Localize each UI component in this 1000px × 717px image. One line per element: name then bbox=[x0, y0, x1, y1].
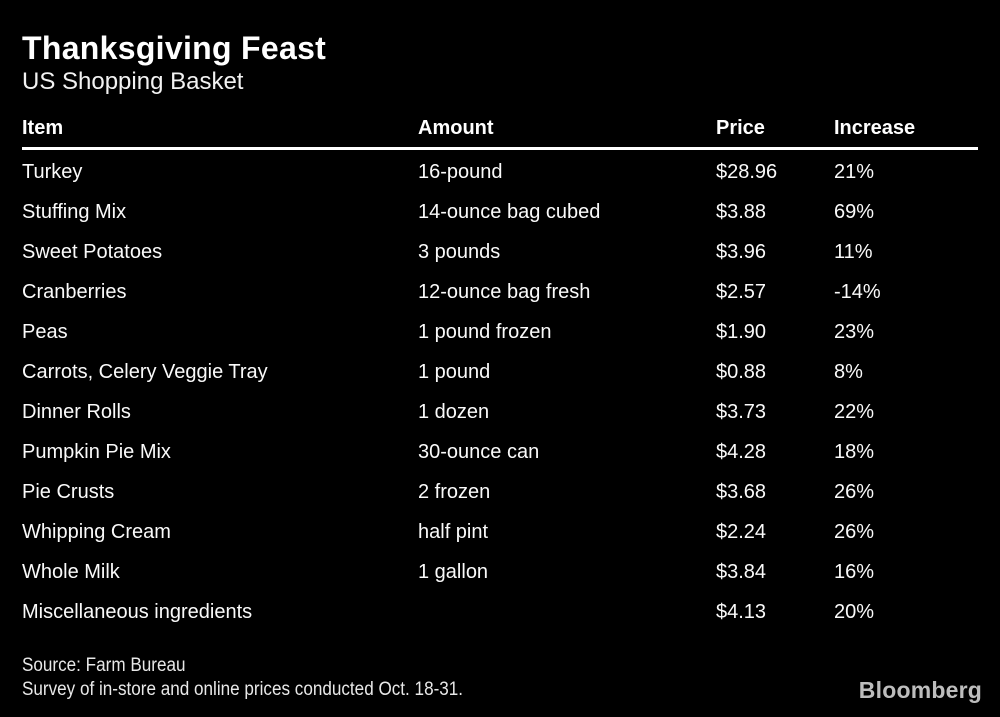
increase-cell: 20% bbox=[834, 600, 875, 623]
data-table: Item Amount Price Increase Turkey 16-pou… bbox=[22, 110, 978, 632]
header-rule bbox=[22, 147, 978, 150]
table-row: Sweet Potatoes 3 pounds $3.96 11% bbox=[22, 232, 978, 272]
table-row: Whipping Cream half pint $2.24 26% bbox=[22, 512, 978, 552]
table-row: Stuffing Mix 14-ounce bag cubed $3.88 69… bbox=[22, 192, 978, 232]
price-cell: $3.73 bbox=[716, 400, 767, 423]
column-header-increase: Increase bbox=[834, 117, 916, 139]
column-header-amount: Amount bbox=[418, 117, 494, 139]
item-cell: Pumpkin Pie Mix bbox=[22, 440, 171, 463]
increase-cell: 69% bbox=[834, 200, 875, 223]
price-cell: $2.24 bbox=[716, 520, 767, 543]
increase-cell: 22% bbox=[834, 400, 875, 423]
amount-cell: 30-ounce can bbox=[418, 440, 540, 463]
amount-cell: 2 frozen bbox=[418, 480, 491, 503]
footnote: Source: Farm Bureau Survey of in-store a… bbox=[22, 654, 512, 702]
item-cell: Sweet Potatoes bbox=[22, 240, 163, 263]
bloomberg-logo: Bloomberg bbox=[858, 677, 982, 703]
price-cell: $3.84 bbox=[716, 560, 767, 583]
price-cell: $4.28 bbox=[716, 440, 767, 463]
table-row: Whole Milk 1 gallon $3.84 16% bbox=[22, 552, 978, 592]
increase-cell: 8% bbox=[834, 360, 863, 383]
price-cell: $28.96 bbox=[716, 160, 778, 183]
increase-cell: 16% bbox=[834, 560, 875, 583]
table-row: Miscellaneous ingredients $4.13 20% bbox=[22, 592, 978, 632]
column-header-item: Item bbox=[22, 117, 64, 139]
table-row: Dinner Rolls 1 dozen $3.73 22% bbox=[22, 392, 978, 432]
chart-title: Thanksgiving Feast bbox=[22, 30, 327, 66]
increase-cell: 18% bbox=[834, 440, 875, 463]
item-cell: Carrots, Celery Veggie Tray bbox=[22, 360, 268, 383]
amount-cell: 12-ounce bag fresh bbox=[418, 280, 591, 303]
item-cell: Cranberries bbox=[22, 280, 127, 303]
price-cell: $4.13 bbox=[716, 600, 767, 623]
survey-note-line: Survey of in-store and online prices con… bbox=[22, 679, 464, 700]
amount-cell: 14-ounce bag cubed bbox=[418, 200, 601, 223]
table-header-row: Item Amount Price Increase bbox=[22, 110, 978, 147]
increase-cell: 11% bbox=[834, 240, 873, 263]
item-cell: Peas bbox=[22, 320, 68, 343]
table-row: Cranberries 12-ounce bag fresh $2.57 -14… bbox=[22, 272, 978, 312]
price-cell: $2.57 bbox=[716, 280, 767, 303]
table-row: Turkey 16-pound $28.96 21% bbox=[22, 152, 978, 192]
amount-cell: 1 pound bbox=[418, 360, 491, 383]
amount-cell: 16-pound bbox=[418, 160, 503, 183]
source-line: Source: Farm Bureau bbox=[22, 655, 186, 676]
increase-cell: 23% bbox=[834, 320, 875, 343]
item-cell: Turkey bbox=[22, 160, 83, 183]
table-row: Peas 1 pound frozen $1.90 23% bbox=[22, 312, 978, 352]
table-row: Pie Crusts 2 frozen $3.68 26% bbox=[22, 472, 978, 512]
amount-cell: 3 pounds bbox=[418, 240, 501, 263]
amount-cell: 1 dozen bbox=[418, 400, 490, 423]
increase-cell: 26% bbox=[834, 480, 875, 503]
price-cell: $3.88 bbox=[716, 200, 767, 223]
amount-cell: 1 pound frozen bbox=[418, 320, 552, 343]
item-cell: Pie Crusts bbox=[22, 480, 115, 503]
item-cell: Whipping Cream bbox=[22, 520, 171, 543]
item-cell: Miscellaneous ingredients bbox=[22, 600, 253, 623]
item-cell: Stuffing Mix bbox=[22, 200, 127, 223]
increase-cell: 26% bbox=[834, 520, 875, 543]
increase-cell: -14% bbox=[834, 280, 881, 303]
table-row: Carrots, Celery Veggie Tray 1 pound $0.8… bbox=[22, 352, 978, 392]
increase-cell: 21% bbox=[834, 160, 875, 183]
column-header-price: Price bbox=[716, 117, 765, 139]
chart-subtitle: US Shopping Basket bbox=[22, 68, 244, 95]
table-row: Pumpkin Pie Mix 30-ounce can $4.28 18% bbox=[22, 432, 978, 472]
item-cell: Whole Milk bbox=[22, 560, 120, 583]
amount-cell: half pint bbox=[418, 520, 489, 543]
price-cell: $3.96 bbox=[716, 240, 767, 263]
price-cell: $0.88 bbox=[716, 360, 767, 383]
item-cell: Dinner Rolls bbox=[22, 400, 131, 423]
amount-cell: 1 gallon bbox=[418, 560, 489, 583]
price-cell: $3.68 bbox=[716, 480, 767, 503]
price-cell: $1.90 bbox=[716, 320, 767, 343]
